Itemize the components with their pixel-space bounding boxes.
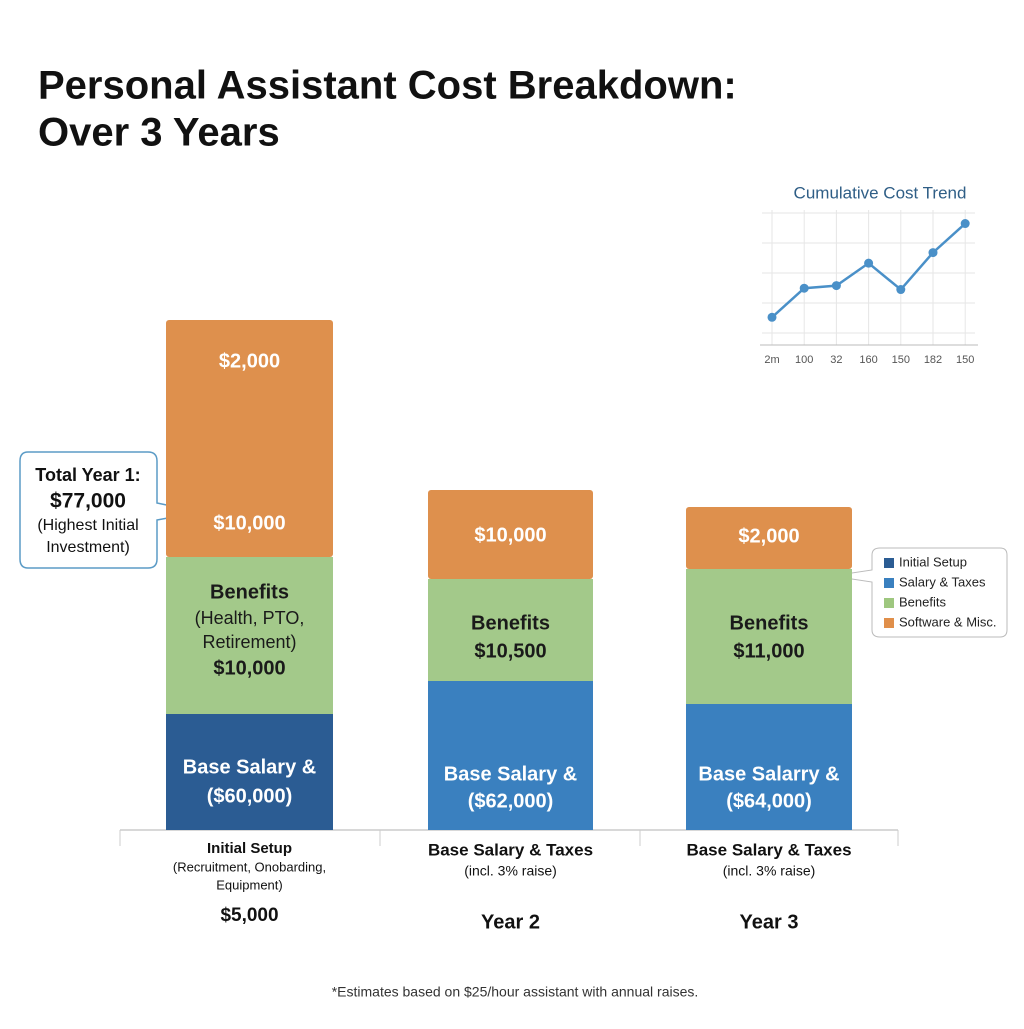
segment-label: Benefits [210, 581, 289, 603]
segment-label: $10,500 [474, 640, 546, 662]
bar-caption: Initial Setup [207, 840, 292, 857]
segment-label: ($64,000) [726, 790, 812, 812]
segment-label: Base Salarry & [698, 763, 839, 785]
trend-point [928, 248, 938, 258]
bar-segment [686, 569, 852, 704]
bar-segment [428, 490, 593, 579]
baseline-ticks [119, 830, 899, 846]
bar-caption: Year 3 [740, 911, 799, 933]
segment-label: Retirement) [202, 632, 296, 652]
segment-label: ($60,000) [207, 785, 293, 807]
trend-point [767, 312, 777, 322]
bar-caption: Equipment) [216, 877, 282, 892]
x-tick-label: 100 [795, 354, 813, 366]
x-tick-label: 2m [764, 354, 779, 366]
callout-text: Total Year 1: [35, 465, 140, 485]
title: Personal Assistant Cost Breakdown: [38, 64, 737, 108]
legend-box [831, 547, 1008, 638]
segment-label: $10,000 [474, 524, 546, 546]
callout-text: (Highest Initial [37, 517, 138, 534]
bar-caption: Base Salary & Taxes [686, 840, 851, 859]
legend-swatch [884, 618, 894, 628]
bar-segment [428, 579, 593, 681]
chart-title: Cumulative Cost Trend [794, 183, 967, 202]
segment-label: ($62,000) [468, 790, 554, 812]
footnote: *Estimates based on $25/hour assistant w… [332, 984, 699, 1000]
trend-point [799, 283, 809, 293]
bar-segment [166, 557, 333, 714]
bar-caption: Year 2 [481, 911, 540, 933]
segment-label: $10,000 [213, 657, 285, 679]
callout-box [19, 451, 201, 569]
legend-swatch [884, 558, 894, 568]
segment-label: $11,000 [733, 640, 804, 662]
bar-caption: (incl. 3% raise) [723, 863, 816, 879]
legend-label: Software & Misc. [899, 614, 997, 629]
trend-point [896, 285, 906, 295]
segment-label: $2,000 [738, 525, 799, 547]
segment-label: Base Salary & [444, 763, 577, 785]
segment-label: (Health, PTO, [195, 608, 305, 628]
bar-caption: (Recruitment, Onobarding, [173, 859, 326, 874]
trend-point [864, 258, 874, 268]
x-tick-label: 32 [830, 354, 842, 366]
legend-swatch [884, 578, 894, 588]
legend-label: Initial Setup [899, 554, 967, 569]
x-tick-label: 150 [892, 354, 910, 366]
callout-text: $77,000 [50, 490, 126, 513]
segment-label: Benefits [471, 612, 550, 634]
legend-label: Benefits [899, 594, 946, 609]
legend-swatch [884, 598, 894, 608]
segment-label: $10,000 [213, 512, 285, 534]
title: Over 3 Years [38, 111, 280, 155]
x-tick-label: 182 [924, 354, 942, 366]
callout-text: Investment) [46, 539, 130, 556]
bar-segment [166, 320, 333, 557]
x-tick-label: 150 [956, 354, 974, 366]
x-tick-label: 160 [859, 354, 877, 366]
legend-label: Salary & Taxes [899, 574, 986, 589]
bar-segment [166, 714, 333, 830]
segment-label: Benefits [730, 612, 809, 634]
bar-segment [686, 704, 852, 830]
segment-label: $2,000 [219, 350, 280, 372]
trend-point [831, 281, 841, 291]
bar-caption: (incl. 3% raise) [464, 863, 557, 879]
bar-segment [428, 681, 593, 830]
segment-label: Base Salary & [183, 756, 316, 778]
bar-caption: $5,000 [220, 905, 278, 926]
trend-point [960, 219, 970, 229]
bar-segment [686, 507, 852, 569]
bar-caption: Base Salary & Taxes [428, 840, 593, 859]
